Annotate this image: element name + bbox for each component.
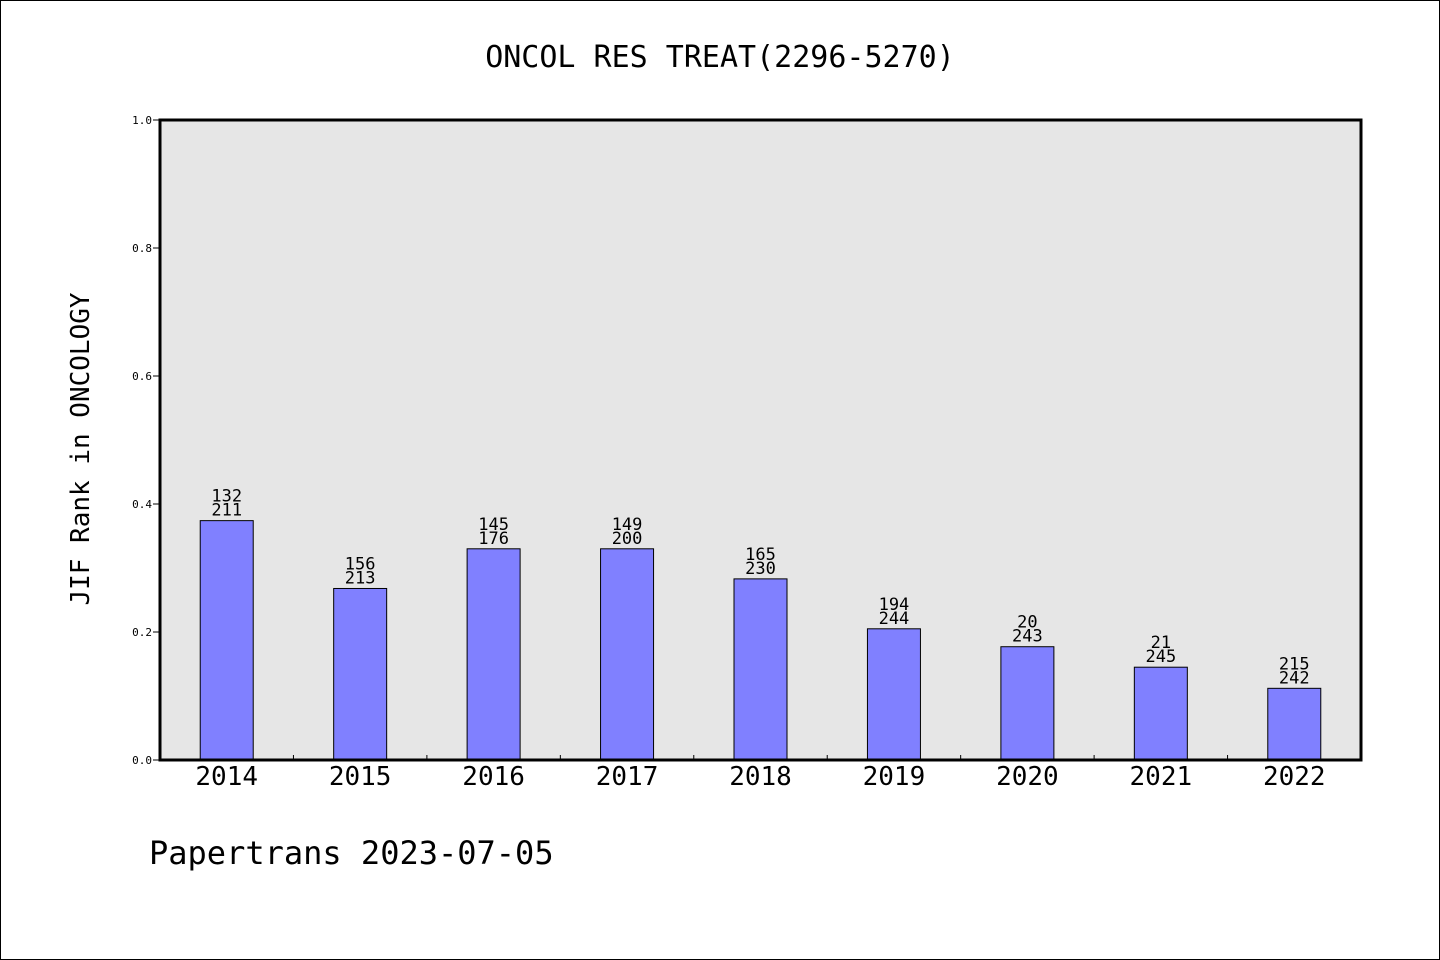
- x-tick-label: 2020: [996, 762, 1059, 792]
- bar-2015: [333, 587, 388, 761]
- total-label: 244: [879, 609, 910, 629]
- total-label: 200: [612, 529, 643, 549]
- total-label: 176: [478, 529, 509, 549]
- bar-2020: [1000, 646, 1055, 761]
- rank-label: 156: [345, 554, 376, 574]
- rank-label: 132: [211, 487, 242, 507]
- y-axis-label: JIF Rank in ONCOLOGY: [66, 292, 96, 605]
- rank-label: 215: [1279, 654, 1310, 674]
- x-tick-label: 2015: [329, 762, 392, 792]
- rank-label: 21: [1151, 633, 1171, 653]
- bar-2019: [866, 628, 921, 761]
- total-label: 242: [1279, 668, 1310, 688]
- rank-label: 20: [1017, 613, 1037, 633]
- bar-2018: [733, 578, 788, 761]
- x-tick-label: 2016: [462, 762, 525, 792]
- axes-layer: 0.0 0.2 0.4 0.6 0.8 1.0 2014 2015 2016 2017 2018 20…: [132, 114, 1325, 792]
- y-tick-label: 0.0: [132, 754, 152, 767]
- total-label: 230: [745, 559, 776, 579]
- x-tick-label: 2021: [1130, 762, 1193, 792]
- y-tick-label: 0.8: [132, 242, 152, 255]
- total-label: 213: [345, 568, 376, 588]
- x-tick-label: 2017: [596, 762, 659, 792]
- rank-label: 145: [478, 515, 509, 535]
- total-label: 245: [1145, 647, 1176, 667]
- bar-2022: [1267, 687, 1322, 761]
- chart-title: ONCOL RES TREAT(2296-5270): [485, 40, 955, 75]
- credit-text: Papertrans 2023-07-05: [149, 834, 554, 872]
- x-tick-label: 2018: [729, 762, 792, 792]
- rank-label: 149: [612, 515, 643, 535]
- total-label: 211: [211, 501, 242, 521]
- bar-2017: [600, 548, 655, 761]
- y-tick-label: 1.0: [132, 114, 152, 127]
- bar-2021: [1133, 666, 1188, 761]
- y-tick-label: 0.4: [132, 498, 152, 511]
- total-label: 243: [1012, 627, 1043, 647]
- x-tick-label: 2019: [863, 762, 926, 792]
- bar-2014: [199, 520, 254, 761]
- plot-border: [158, 118, 1363, 762]
- rank-label: 165: [745, 545, 776, 565]
- y-tick-label: 0.6: [132, 370, 152, 383]
- x-tick-label: 2014: [195, 762, 258, 792]
- x-tick-label: 2022: [1263, 762, 1326, 792]
- rank-label: 194: [879, 595, 910, 615]
- bar-2016: [466, 548, 521, 761]
- y-tick-label: 0.2: [132, 626, 152, 639]
